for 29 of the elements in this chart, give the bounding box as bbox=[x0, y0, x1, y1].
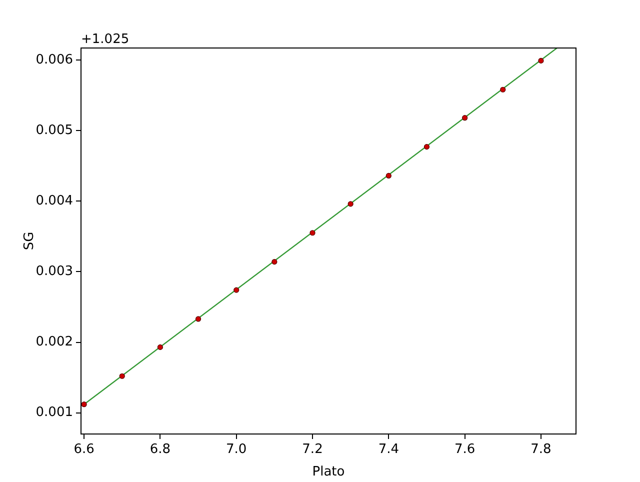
y-tick-label: 0.002 bbox=[36, 334, 73, 350]
x-tick-label: 6.8 bbox=[150, 442, 171, 458]
y-tick-label: 0.006 bbox=[36, 52, 73, 68]
point bbox=[538, 58, 544, 64]
x-tick-label: 7.6 bbox=[454, 442, 476, 458]
y-tick-label: 0.005 bbox=[36, 122, 73, 138]
point bbox=[386, 172, 392, 179]
x-tick-label: 7.2 bbox=[302, 442, 323, 458]
x-tick-label: 6.6 bbox=[74, 442, 94, 458]
point bbox=[272, 259, 278, 265]
x-tick-label: 7.8 bbox=[530, 442, 552, 458]
point bbox=[424, 144, 430, 150]
x-tick-label: 7.0 bbox=[226, 442, 247, 458]
point bbox=[348, 201, 354, 207]
x-axis-title: Plato bbox=[312, 464, 345, 480]
point bbox=[119, 373, 125, 379]
x-tick-label: 7.4 bbox=[378, 442, 400, 458]
point bbox=[157, 344, 163, 350]
point bbox=[234, 287, 240, 293]
point bbox=[310, 230, 316, 236]
point bbox=[81, 402, 87, 408]
point bbox=[462, 115, 468, 121]
y-tick-label: 0.003 bbox=[36, 264, 73, 280]
text: +1.025 bbox=[81, 32, 130, 47]
y-tick-label: 0.001 bbox=[36, 405, 73, 420]
y-tick-label: 0.004 bbox=[36, 194, 73, 209]
point bbox=[500, 86, 506, 92]
y-axis-title: SG bbox=[22, 232, 38, 250]
point bbox=[195, 316, 202, 322]
